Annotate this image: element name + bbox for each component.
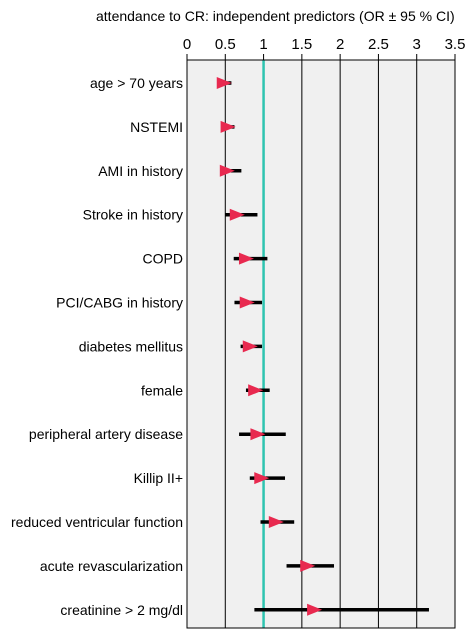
or-marker-11 (300, 559, 316, 572)
x-tick-label-5: 2.5 (368, 36, 389, 53)
category-label-9: Killip II+ (134, 470, 183, 486)
or-marker-4 (238, 252, 254, 265)
category-label-10: reduced ventricular function (11, 514, 183, 530)
x-tick-label-6: 3 (413, 36, 421, 53)
category-label-7: female (141, 382, 183, 398)
plot-frame (186, 59, 456, 629)
or-marker-10 (268, 516, 284, 528)
or-marker-0 (216, 77, 232, 89)
category-label-1: NSTEMI (130, 119, 183, 135)
or-marker-6 (242, 340, 258, 353)
category-label-2: AMI in history (98, 163, 183, 179)
or-marker-9 (254, 472, 270, 485)
category-label-5: PCI/CABG in history (56, 295, 183, 311)
or-marker-3 (229, 208, 245, 221)
category-label-12: creatinine > 2 mg/dl (60, 602, 183, 618)
category-label-11: acute revascularization (40, 558, 183, 574)
category-label-3: Stroke in history (83, 207, 183, 223)
or-marker-1 (220, 120, 236, 133)
plot-area (187, 60, 455, 628)
category-label-4: COPD (143, 251, 183, 267)
or-marker-2 (219, 164, 235, 177)
x-tick-label-7: 3.5 (445, 36, 466, 53)
x-tick-label-3: 1.5 (291, 36, 312, 53)
x-tick-label-1: 0.5 (215, 36, 236, 53)
x-tick-label-4: 2 (336, 36, 344, 53)
or-marker-7 (248, 384, 264, 397)
chart-title-text: attendance to CR: independent predictors… (96, 8, 455, 24)
x-tick-label-2: 1 (259, 36, 267, 53)
or-marker-12 (307, 603, 323, 616)
category-label-8: peripheral artery disease (29, 426, 183, 442)
or-marker-8 (250, 428, 266, 441)
category-label-0: age > 70 years (90, 75, 183, 91)
x-tick-label-0: 0 (183, 36, 191, 53)
or-marker-5 (239, 296, 255, 309)
category-label-6: diabetes mellitus (79, 338, 183, 354)
